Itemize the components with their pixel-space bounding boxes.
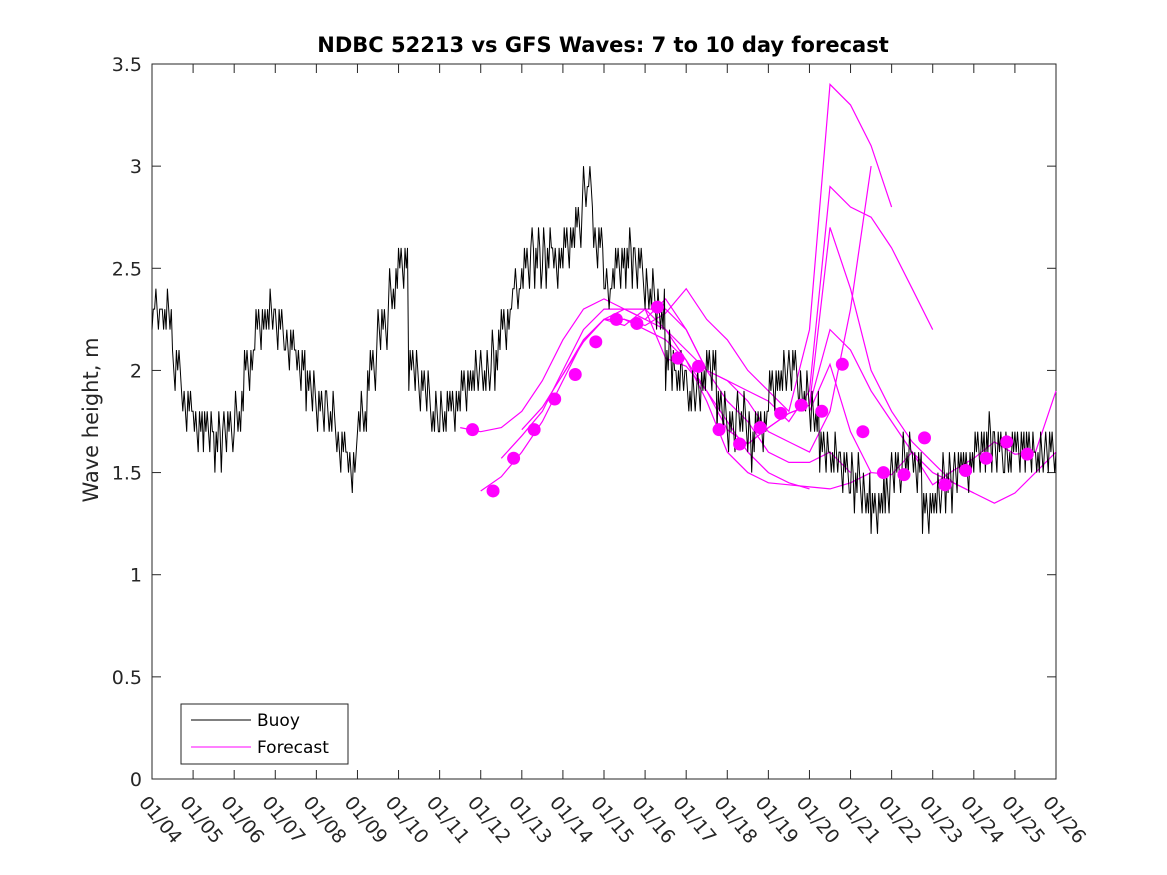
forecast-marker [753,421,767,435]
forecast-marker [548,392,562,406]
y-axis-ticks: 0 0.5 1 1.5 2 2.5 3 3.5 [112,54,1056,791]
y-tick-label: 3.5 [112,54,142,76]
forecast-marker [712,423,726,437]
forecast-marker [568,368,582,382]
legend: Buoy Forecast [180,703,349,765]
forecast-marker [876,466,890,480]
forecast-marker [1020,447,1034,461]
y-tick-label: 3 [130,156,142,178]
forecast-marker [630,316,644,330]
forecast-marker [589,335,603,349]
forecast-marker [692,359,706,373]
chart-title: NDBC 52213 vs GFS Waves: 7 to 10 day for… [317,33,888,57]
y-tick-label: 0.5 [112,667,142,689]
y-tick-label: 1.5 [112,463,142,485]
forecast-line [521,166,872,453]
forecast-marker [856,425,870,439]
forecast-marker [979,451,993,465]
legend-forecast-label: Forecast [257,738,329,758]
forecast-marker [897,468,911,482]
forecast-markers [466,300,1034,498]
forecast-marker [527,423,541,437]
y-axis-label: Wave height, m [79,337,103,502]
forecast-marker [486,484,500,498]
axes-box [151,63,1057,780]
forecast-marker [650,300,664,314]
y-tick-label: 0 [130,769,142,791]
forecast-marker [918,431,932,445]
forecast-marker [733,437,747,451]
forecast-line [808,362,1057,486]
legend-buoy-label: Buoy [257,711,300,731]
forecast-marker [671,351,685,365]
forecast-marker [774,406,788,420]
buoy-line [151,166,1057,534]
forecast-marker [959,464,973,478]
forecast-marker [938,478,952,492]
legend-box [180,703,349,765]
forecast-marker [794,398,808,412]
forecast-marker [1000,435,1014,449]
forecast-line [500,297,851,474]
forecast-marker [466,423,480,437]
forecast-marker [835,357,849,371]
forecast-marker [609,312,623,326]
forecast-marker [507,451,521,465]
y-tick-label: 2.5 [112,258,142,280]
y-tick-label: 1 [130,565,142,587]
y-tick-label: 2 [130,360,142,382]
forecast-marker [815,404,829,418]
